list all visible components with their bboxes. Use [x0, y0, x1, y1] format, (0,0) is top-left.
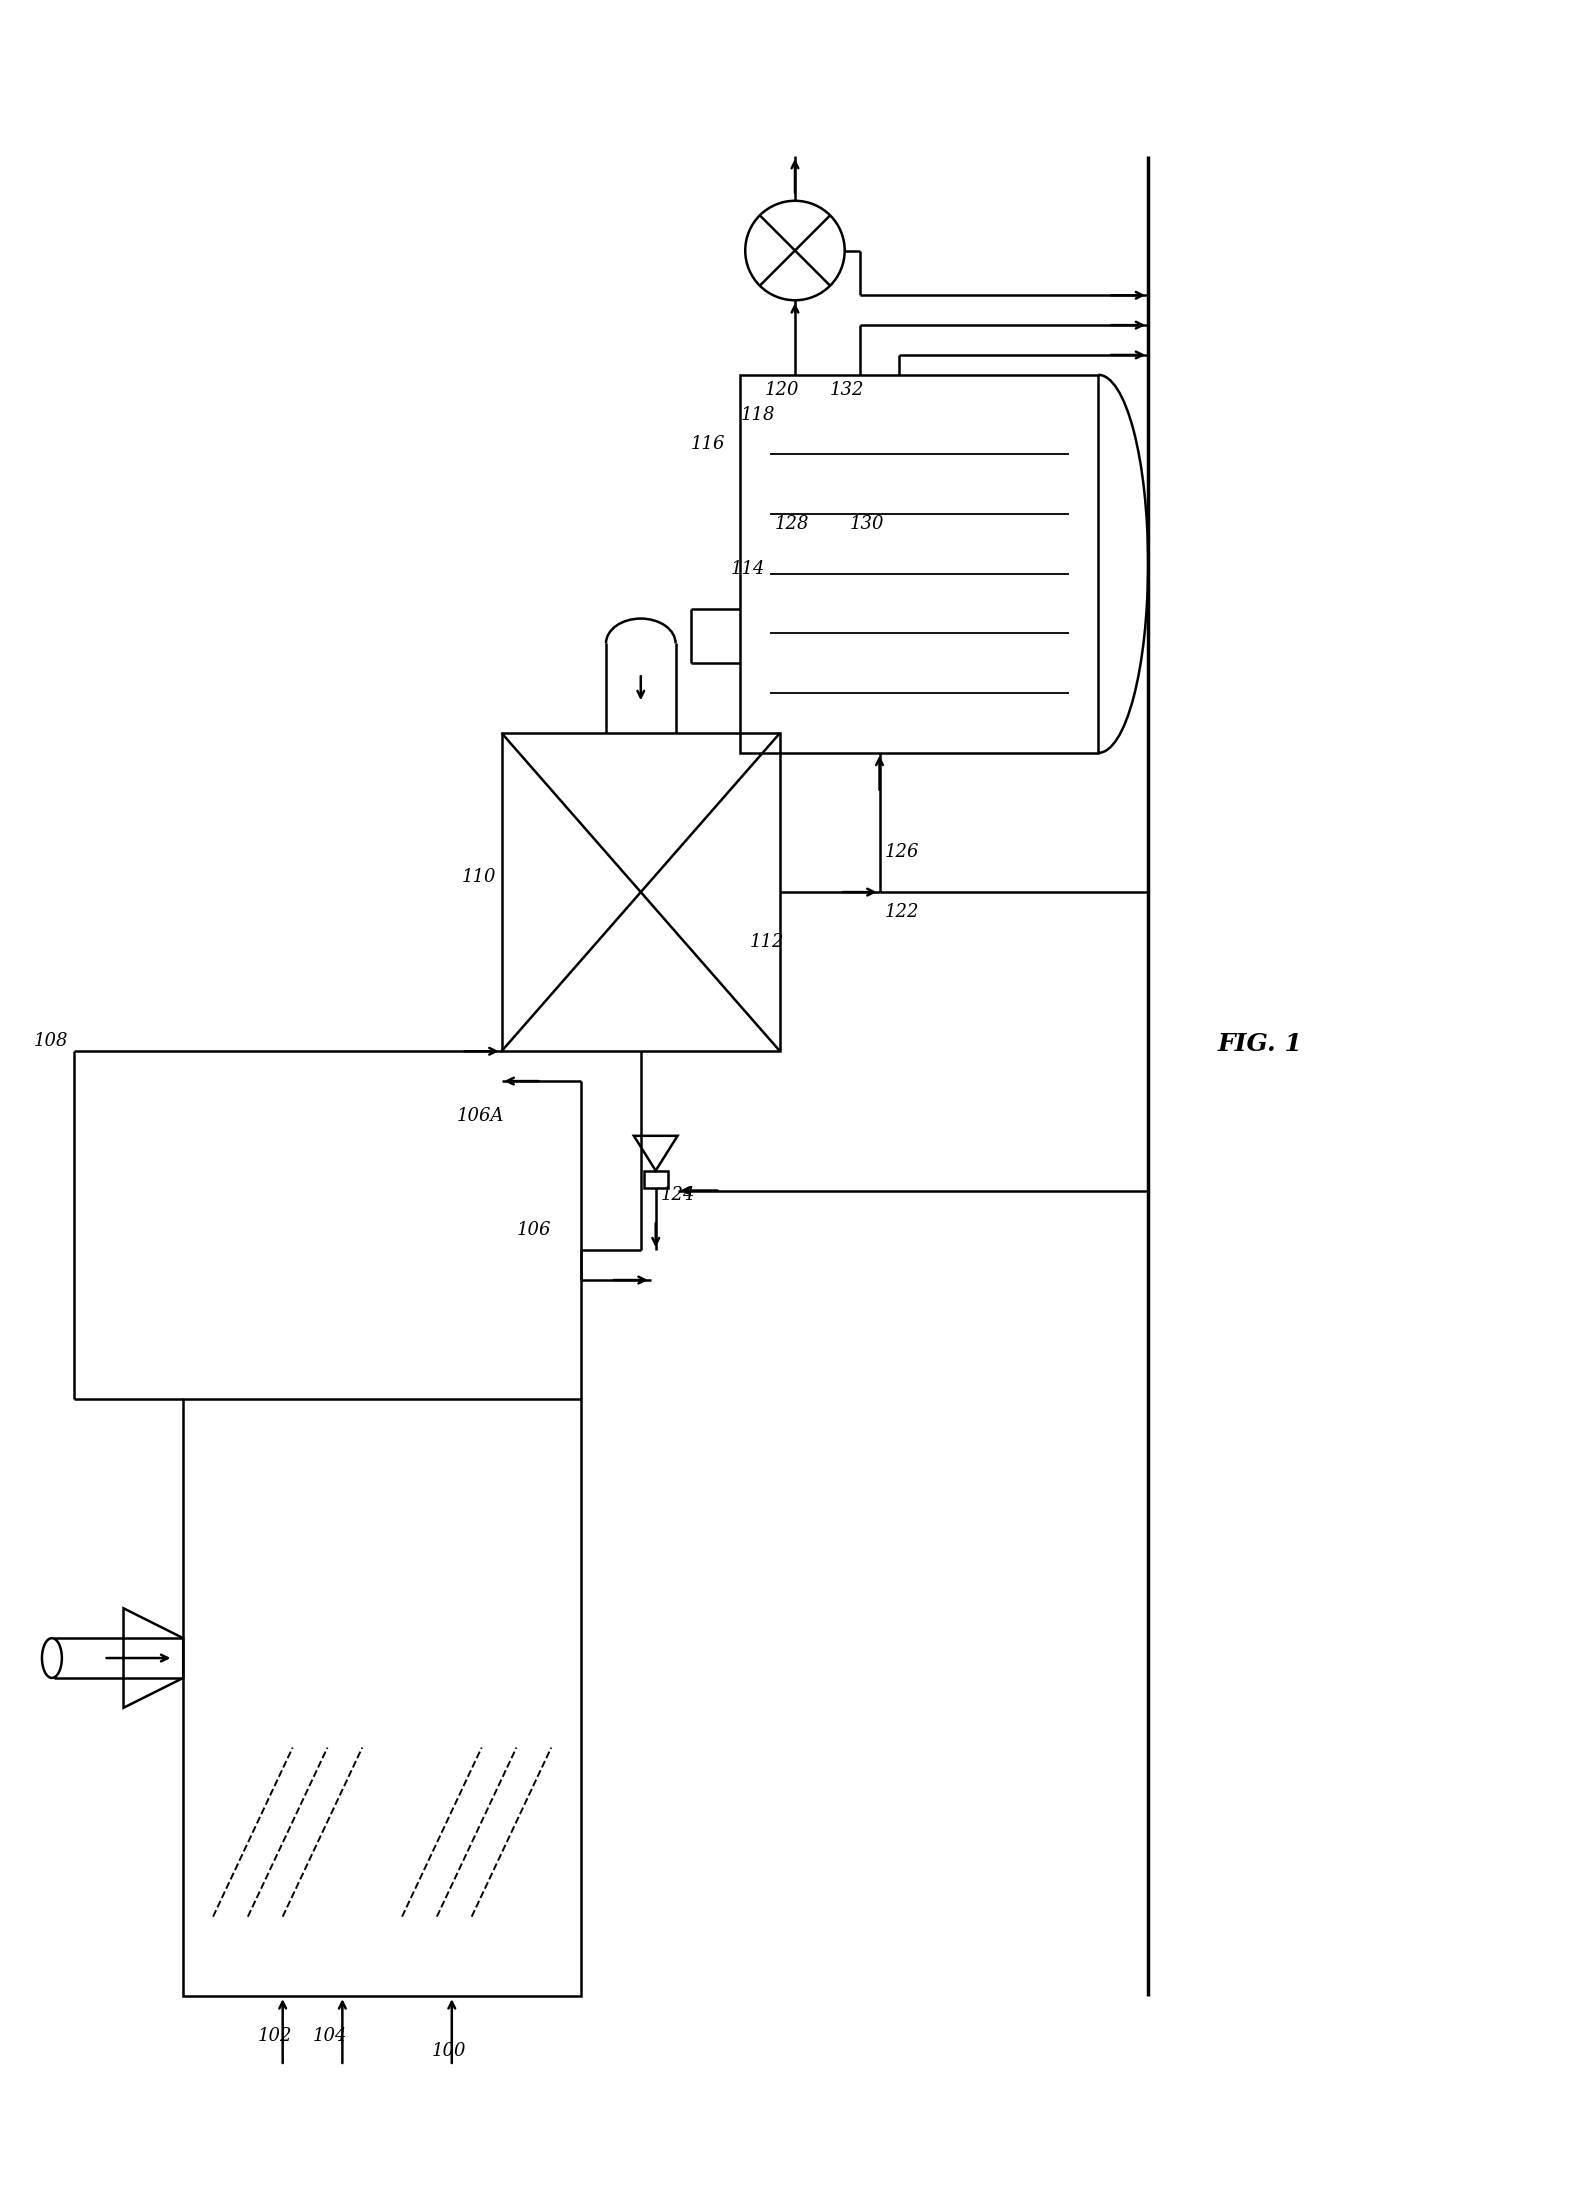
Text: 110: 110 [462, 867, 495, 887]
Text: 126: 126 [885, 843, 918, 861]
Text: 100: 100 [432, 2043, 467, 2060]
Text: 130: 130 [849, 515, 884, 533]
Text: 116: 116 [691, 436, 724, 453]
Ellipse shape [43, 1638, 62, 1677]
Text: 108: 108 [35, 1032, 68, 1050]
Text: 112: 112 [750, 933, 784, 951]
Text: 118: 118 [740, 405, 775, 423]
Text: 122: 122 [885, 902, 918, 920]
Text: FIG. 1: FIG. 1 [1218, 1032, 1302, 1056]
Text: 132: 132 [830, 381, 865, 398]
Text: 102: 102 [257, 2027, 292, 2045]
Bar [183, 1400, 581, 1996]
Text: 114: 114 [731, 559, 765, 579]
Bar [644, 1171, 667, 1189]
Text: 104: 104 [312, 2027, 347, 2045]
Bar [502, 733, 780, 1052]
Text: 120: 120 [765, 381, 800, 398]
Text: 106: 106 [516, 1222, 551, 1239]
Text: 128: 128 [775, 515, 810, 533]
Text: 106A: 106A [456, 1107, 505, 1125]
Text: 124: 124 [661, 1186, 696, 1204]
